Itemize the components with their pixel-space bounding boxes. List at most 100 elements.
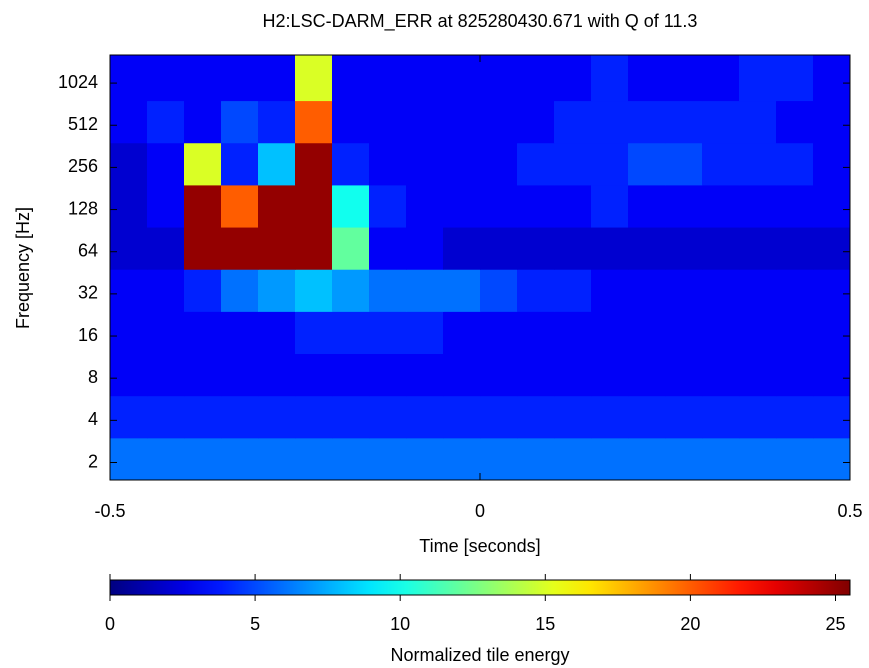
heatmap-cell	[295, 311, 333, 355]
y-tick-label: 256	[68, 156, 98, 176]
y-tick-label: 512	[68, 114, 98, 134]
heatmap-cell	[702, 184, 740, 228]
heatmap-cell	[443, 142, 481, 186]
heatmap-cell	[813, 353, 851, 397]
heatmap-cell	[258, 353, 296, 397]
heatmap-cell	[221, 227, 259, 270]
heatmap-cell	[776, 100, 814, 144]
heatmap-cell	[739, 55, 777, 102]
heatmap-cell	[147, 55, 185, 102]
y-tick-label: 32	[78, 283, 98, 303]
y-tick-label: 2	[88, 451, 98, 471]
heatmap-cell	[332, 395, 370, 439]
heatmap-cell	[221, 55, 259, 102]
heatmap-cell	[443, 353, 481, 397]
heatmap-cell	[406, 142, 444, 186]
heatmap-cell	[369, 269, 407, 312]
heatmap-cell	[480, 100, 518, 144]
heatmap-cell	[628, 269, 666, 312]
heatmap-cell	[110, 353, 148, 397]
heatmap-cell	[554, 100, 592, 144]
heatmap-cell	[332, 269, 370, 312]
heatmap-cell	[184, 227, 222, 270]
heatmap-cell	[813, 311, 851, 355]
heatmap-cell	[221, 353, 259, 397]
heatmap-cell	[332, 142, 370, 186]
heatmap-cell	[147, 269, 185, 312]
heatmap-cell	[591, 269, 629, 312]
heatmap-cell	[110, 395, 148, 439]
heatmap-cell	[739, 311, 777, 355]
heatmap-cell	[554, 353, 592, 397]
heatmap-cell	[332, 311, 370, 355]
heatmap-cell	[147, 142, 185, 186]
heatmap-cell	[517, 269, 555, 312]
heatmap-cell	[517, 142, 555, 186]
heatmap-cell	[591, 55, 629, 102]
y-axis-label: Frequency [Hz]	[13, 207, 33, 329]
heatmap-cell	[591, 395, 629, 439]
y-tick-label: 1024	[58, 72, 98, 92]
heatmap-cell	[480, 395, 518, 439]
heatmap-cell	[221, 311, 259, 355]
heatmap-cell	[480, 55, 518, 102]
heatmap-cell	[591, 353, 629, 397]
heatmap-cell	[295, 184, 333, 228]
heatmap-cell	[258, 100, 296, 144]
heatmap-cell	[665, 142, 703, 186]
heatmap-cell	[110, 437, 148, 481]
heatmap-cell	[258, 269, 296, 312]
heatmap-cell	[628, 100, 666, 144]
heatmap-cell	[776, 55, 814, 102]
heatmap-cell	[628, 353, 666, 397]
heatmap-cell	[665, 437, 703, 481]
heatmap-cell	[295, 437, 333, 481]
heatmap-cell	[739, 353, 777, 397]
heatmap-cell	[147, 184, 185, 228]
heatmap-cell	[147, 100, 185, 144]
heatmap-cell	[702, 311, 740, 355]
heatmap-cell	[739, 142, 777, 186]
heatmap-cell	[369, 55, 407, 102]
heatmap-cell	[480, 184, 518, 228]
heatmap-cell	[369, 353, 407, 397]
heatmap-cell	[406, 100, 444, 144]
x-tick-label: 0.5	[837, 501, 862, 521]
heatmap-cell	[369, 395, 407, 439]
heatmap-cell	[702, 142, 740, 186]
heatmap-cell	[480, 437, 518, 481]
heatmap-cell	[665, 227, 703, 270]
heatmap-cell	[628, 395, 666, 439]
heatmap-cell	[665, 269, 703, 312]
heatmap-cell	[258, 395, 296, 439]
colorbar-tick-label: 15	[535, 614, 555, 634]
heatmap-cell	[702, 353, 740, 397]
heatmap-cell	[295, 227, 333, 270]
heatmap-cell	[147, 311, 185, 355]
heatmap-cell	[332, 100, 370, 144]
heatmap-cell	[258, 55, 296, 102]
chart-title: H2:LSC-DARM_ERR at 825280430.671 with Q …	[263, 11, 698, 32]
heatmap-cell	[443, 227, 481, 270]
x-tick-label: 0	[475, 501, 485, 521]
colorbar-tick-label: 20	[680, 614, 700, 634]
heatmap-cell	[517, 395, 555, 439]
heatmap-cell	[702, 437, 740, 481]
colorbar-tick-label: 10	[390, 614, 410, 634]
heatmap-cell	[628, 55, 666, 102]
heatmap-cell	[184, 55, 222, 102]
colorbar	[109, 579, 851, 596]
heatmap-cell	[665, 395, 703, 439]
heatmap-cell	[295, 395, 333, 439]
heatmap-cell	[443, 395, 481, 439]
heatmap-cell	[332, 227, 370, 270]
heatmap-cell	[258, 184, 296, 228]
heatmap-cell	[369, 184, 407, 228]
heatmap-cell	[628, 227, 666, 270]
heatmap-cell	[332, 437, 370, 481]
heatmap-cell	[554, 311, 592, 355]
y-tick-label: 16	[78, 325, 98, 345]
heatmap-cell	[295, 269, 333, 312]
heatmap-cell	[813, 395, 851, 439]
heatmap-cell	[813, 100, 851, 144]
